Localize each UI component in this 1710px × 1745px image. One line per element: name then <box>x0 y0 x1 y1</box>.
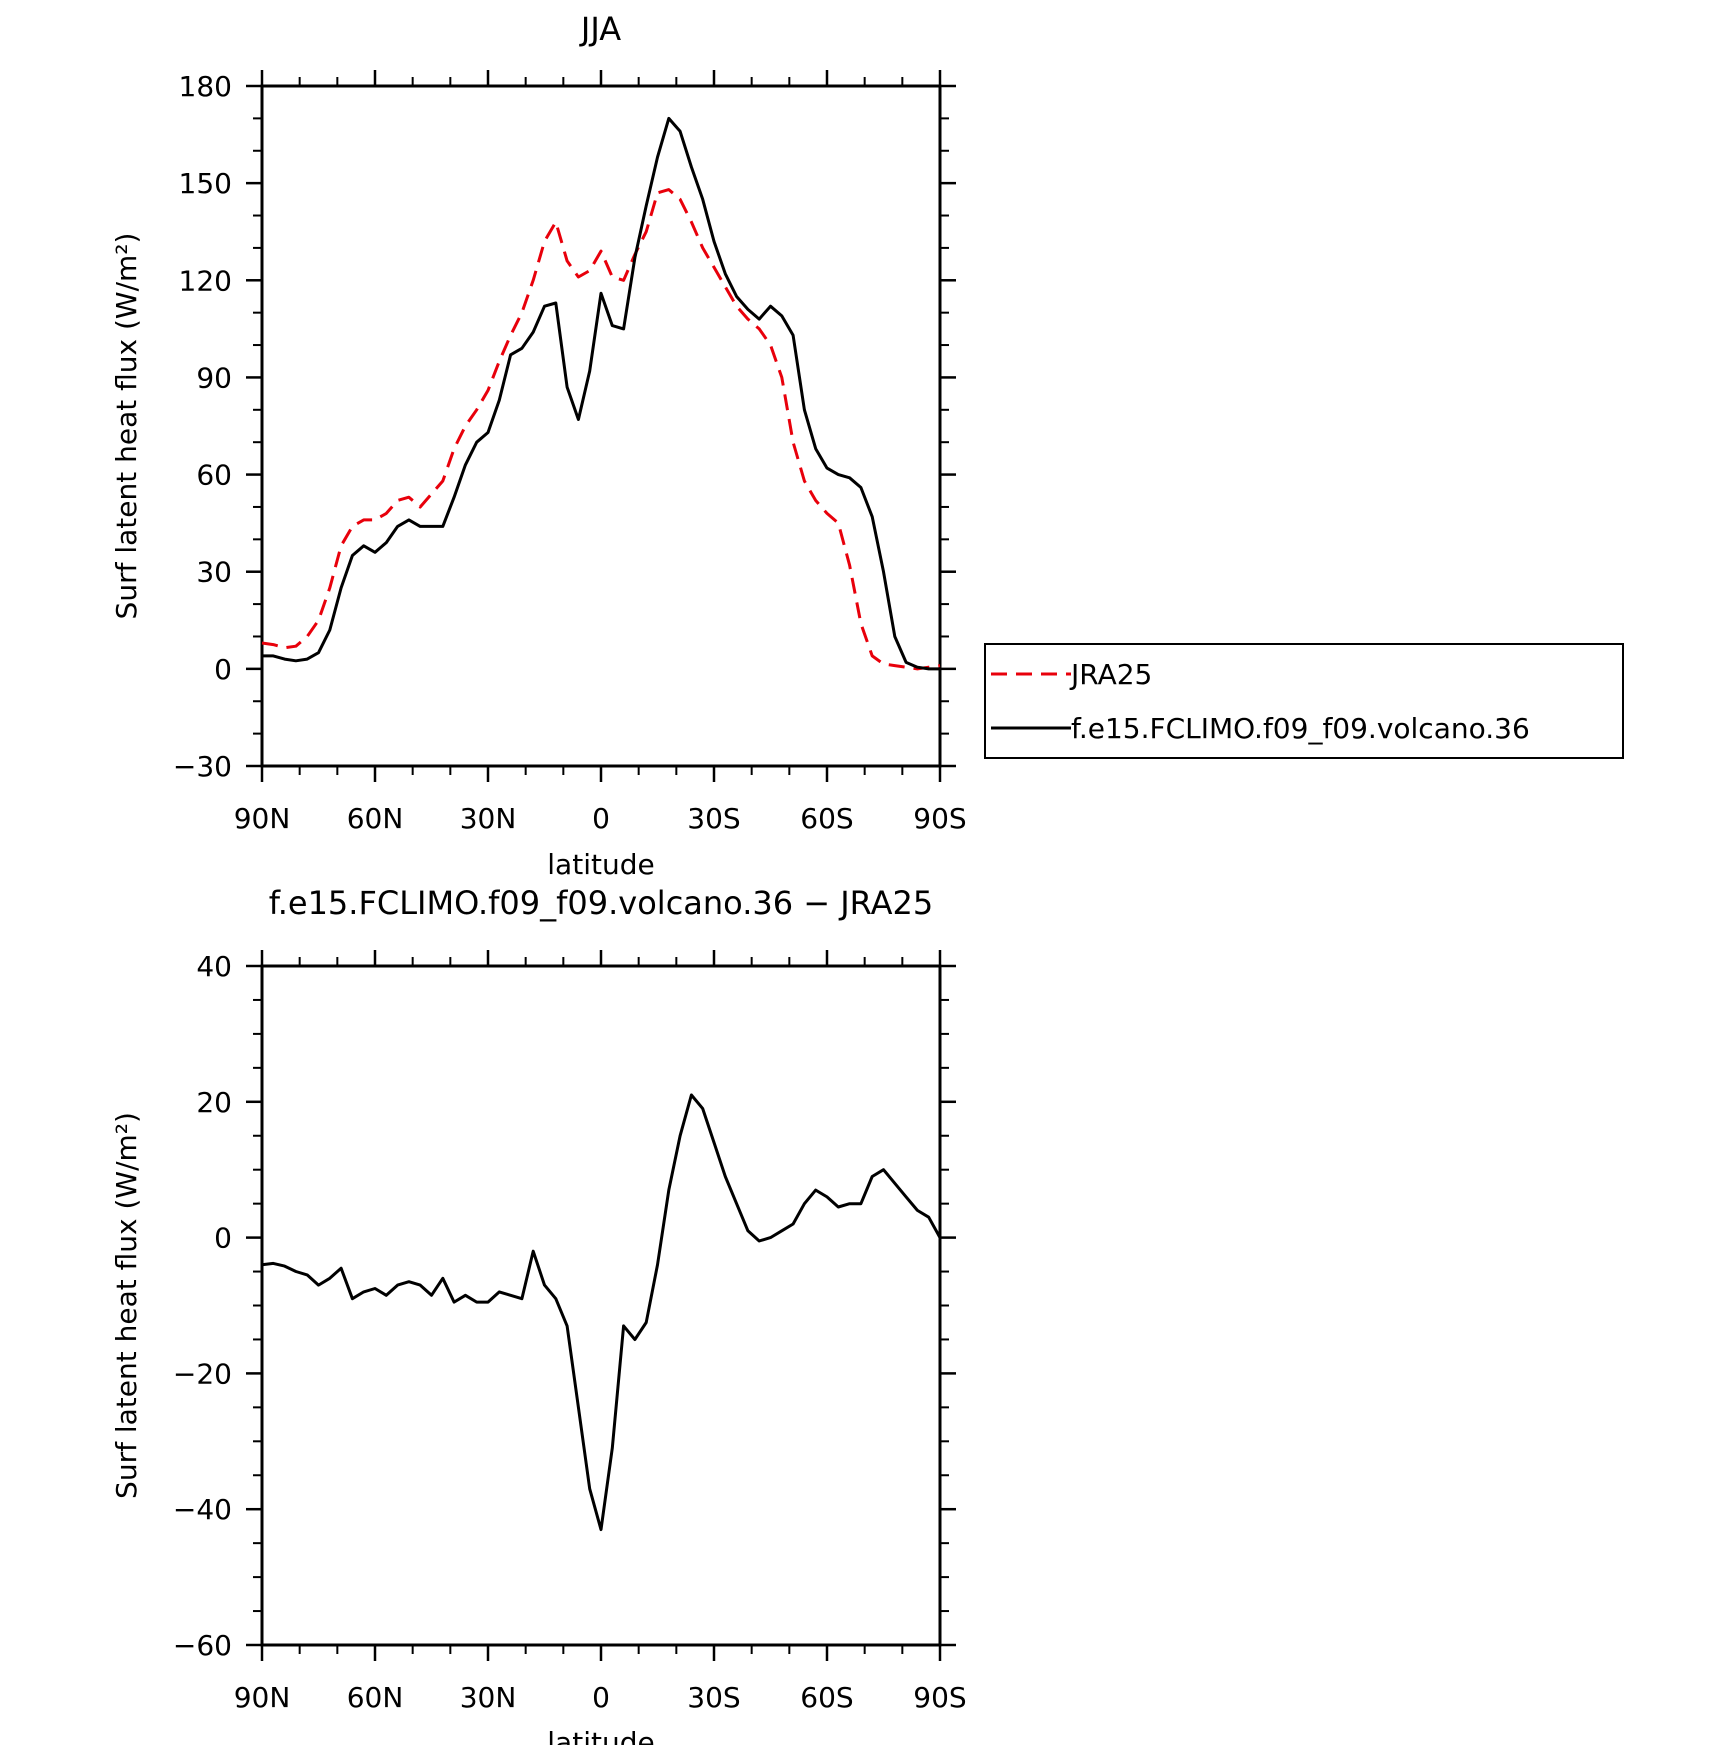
legend-entry-1: f.e15.FCLIMO.f09_f09.volcano.36 <box>1071 712 1530 745</box>
y-tick-label: 180 <box>179 70 232 103</box>
y-tick-label: 40 <box>196 950 232 983</box>
x-axis-label: latitude <box>547 1726 654 1745</box>
y-tick-label: −30 <box>173 750 232 783</box>
y-axis-label: Surf latent heat flux (W/m²) <box>110 233 143 620</box>
legend-entry-0: JRA25 <box>1069 658 1152 691</box>
x-tick-label: 30S <box>687 1681 740 1714</box>
y-tick-label: 0 <box>214 653 232 686</box>
chart-title: JJA <box>579 10 621 48</box>
y-tick-label: −60 <box>173 1629 232 1662</box>
panel-bottom: −60 −40 −20 0 20 40 90N 60N 30N 0 30S 60S 90S f.e15.F… <box>110 884 967 1745</box>
x-tick-label: 60S <box>800 802 853 835</box>
legend: JRA25 f.e15.FCLIMO.f09_f09.volcano.36 <box>984 643 1624 759</box>
y-tick-label: 60 <box>196 459 232 492</box>
y-tick-label: 150 <box>179 167 232 200</box>
x-tick-label: 90S <box>913 1681 966 1714</box>
x-tick-label: 90N <box>234 1681 291 1714</box>
x-tick-label: 30S <box>687 802 740 835</box>
y-tick-label: 0 <box>214 1222 232 1255</box>
y-tick-label: 30 <box>196 556 232 589</box>
series-line-0 <box>261 188 941 671</box>
panel-top: −30 0 30 60 90 120 150 180 90N 60N 30N 0 30S 60S 90S JJ… <box>110 10 1624 881</box>
plot-frame <box>260 964 942 1647</box>
x-tick-label: 90S <box>913 802 966 835</box>
x-tick-label: 60N <box>347 802 404 835</box>
x-tick-label: 60N <box>347 1681 404 1714</box>
x-tick-label: 0 <box>592 802 610 835</box>
series-line-1 <box>262 116 940 671</box>
x-tick-label: 90N <box>234 802 291 835</box>
y-tick-label: 90 <box>196 361 232 394</box>
x-tick-label: 0 <box>592 1681 610 1714</box>
y-axis-label: Surf latent heat flux (W/m²) <box>110 1112 143 1499</box>
y-tick-label: 120 <box>179 264 232 297</box>
x-axis-label: latitude <box>547 848 654 881</box>
series-line-0 <box>261 1093 942 1532</box>
x-tick-label: 60S <box>800 1681 853 1714</box>
plot-frame <box>260 84 942 768</box>
y-tick-label: −20 <box>173 1357 232 1390</box>
legend-box <box>984 643 1624 759</box>
x-tick-label: 30N <box>460 1681 517 1714</box>
y-tick-label: 20 <box>196 1086 232 1119</box>
y-tick-label: −40 <box>173 1493 232 1526</box>
chart-title: f.e15.FCLIMO.f09_f09.volcano.36 − JRA25 <box>269 884 933 922</box>
x-tick-label: 30N <box>460 802 517 835</box>
